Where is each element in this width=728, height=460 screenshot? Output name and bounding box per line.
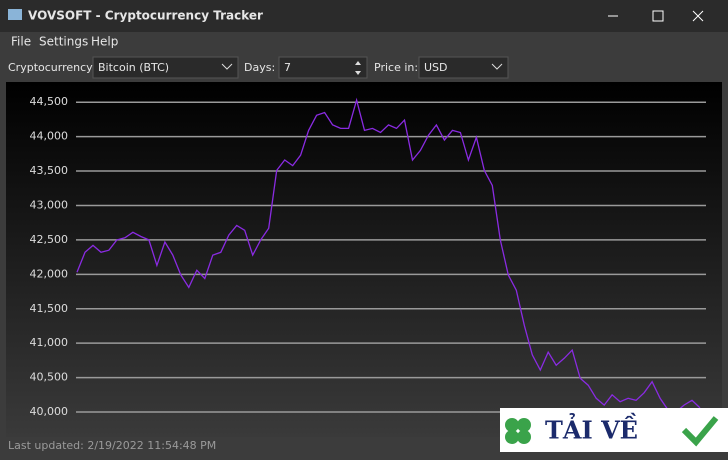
y-tick-label: 42,500 [30,233,69,246]
days-spinbox[interactable] [278,56,368,79]
y-tick-label: 41,500 [30,302,69,315]
watermark-box [500,408,728,452]
app-icon [8,9,22,20]
window-title: VOVSOFT - Cryptocurrency Tracker [28,9,263,23]
menu-item[interactable]: File [11,35,31,49]
crypto-label: Cryptocurrency: [8,61,96,74]
crypto-combobox[interactable] [92,56,239,79]
check-icon [681,416,719,447]
y-tick-label: 42,000 [30,267,69,280]
price-line [76,97,701,413]
dropdown-arrow [491,63,503,70]
price-label: Price in: [374,61,418,74]
y-tick-label: 44,000 [30,130,69,143]
currency-combobox[interactable] [418,56,509,79]
chart-area [6,82,722,437]
title-bar [0,0,728,32]
dropdown-arrow [221,63,233,70]
y-tick-label: 40,000 [30,405,69,418]
y-tick-label: 44,500 [30,95,69,108]
y-tick-label: 43,500 [30,164,69,177]
spin-arrows[interactable] [355,61,361,75]
y-tick-label: 40,500 [30,371,69,384]
menu-item[interactable]: Help [91,35,118,49]
close-button[interactable] [692,10,704,22]
y-tick-label: 41,000 [30,336,69,349]
status-text: Last updated: 2/19/2022 11:54:48 PM [8,439,216,452]
price-value: USD [424,61,448,74]
chart: 40,000 40,500 41,000 41,500 42,000 42,500 43,0… [30,95,706,418]
menu-item[interactable]: Settings [39,35,88,49]
crypto-value: Bitcoin (BTC) [98,61,169,74]
clover-icon [505,418,531,444]
days-value: 7 [284,61,291,74]
maximize-button[interactable] [652,10,664,22]
watermark-text: TẢI VỀ [545,413,638,445]
y-tick-label: 43,000 [30,198,69,211]
days-label: Days: [244,61,275,74]
